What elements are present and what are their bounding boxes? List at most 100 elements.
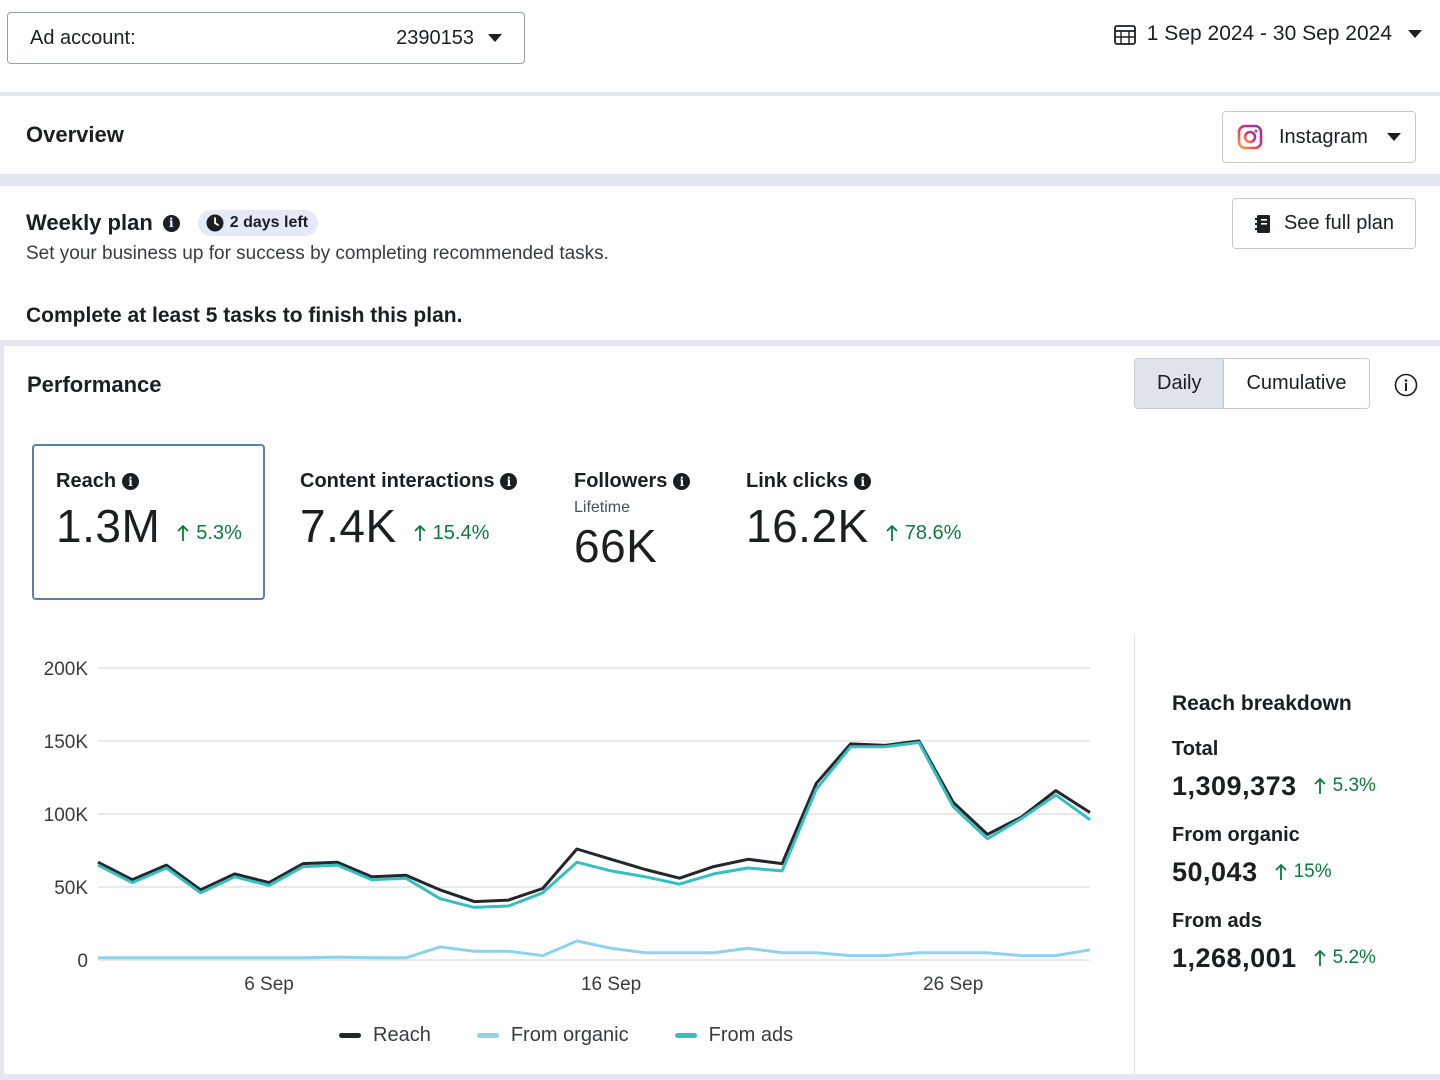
chart-x-ticks: 6 Sep 16 Sep 26 Sep	[244, 974, 983, 995]
metric-row: 1.3M 5.3%	[56, 499, 242, 553]
ad-account-label: Ad account:	[30, 26, 136, 49]
clicks-value: 16.2K	[746, 500, 869, 552]
overview-title: Overview	[26, 122, 124, 147]
clicks-delta: 78.6%	[885, 521, 962, 545]
platform-dropdown[interactable]: Instagram	[1222, 111, 1416, 163]
weekly-plan-header: Weekly plan i 2 days left	[26, 210, 319, 236]
toggle-cumulative[interactable]: Cumulative	[1224, 359, 1369, 408]
breakdown-ads-delta-value: 5.2%	[1332, 947, 1376, 968]
breakdown-organic-value: 50,043	[1172, 857, 1258, 887]
ad-account-dropdown[interactable]: Ad account: 2390153	[7, 12, 525, 64]
breakdown-ads-delta: 5.2%	[1313, 947, 1376, 969]
interactions-delta: 15.4%	[413, 521, 490, 545]
view-toggle: Daily Cumulative	[1134, 358, 1370, 409]
interactions-delta-value: 15.4%	[432, 521, 490, 544]
clicks-delta-value: 78.6%	[904, 521, 962, 544]
x-tick-label: 16 Sep	[581, 974, 641, 995]
reach-line-chart: 0 50K 100K 150K 200K 6 Sep 16 Sep 26 Sep	[44, 659, 1091, 995]
info-icon[interactable]: i	[122, 473, 140, 490]
see-full-plan-label: See full plan	[1283, 212, 1395, 234]
followers-label: Followers	[574, 470, 668, 492]
breakdown-total: Total 1,309,373 5.3%	[1172, 738, 1434, 802]
instagram-icon	[1237, 124, 1263, 150]
interactions-value: 7.4K	[300, 500, 397, 552]
x-tick-label: 6 Sep	[244, 974, 294, 995]
y-tick-label: 150K	[44, 732, 89, 753]
info-icon[interactable]: i	[854, 473, 872, 490]
metric-row: 16.2K 78.6%	[746, 499, 961, 553]
metric-card-reach[interactable]: Reach i 1.3M 5.3%	[32, 444, 265, 600]
breakdown-row: 50,043 15%	[1172, 857, 1434, 888]
breakdown-row: 1,309,373 5.3%	[1172, 771, 1434, 802]
legend-swatch-ads	[674, 1033, 697, 1038]
date-range-value: 1 Sep 2024 - 30 Sep 2024	[1146, 22, 1392, 45]
breakdown-total-value: 1,309,373	[1172, 771, 1297, 801]
series-reach-line[interactable]	[97, 739, 1091, 904]
y-tick-label: 100K	[44, 805, 89, 826]
performance-title: Performance	[27, 372, 162, 397]
clicks-label: Link clicks	[746, 470, 849, 492]
metric-card-content-interactions[interactable]: Content interactions i 7.4K 15.4%	[300, 444, 518, 600]
arrow-up-icon	[886, 524, 898, 541]
legend-swatch-organic	[476, 1033, 499, 1038]
reach-label: Reach	[56, 470, 117, 492]
see-full-plan-button[interactable]: See full plan	[1232, 198, 1416, 249]
breakdown-ads: From ads 1,268,001 5.2%	[1172, 910, 1434, 974]
clock-icon	[206, 214, 224, 232]
info-icon[interactable]: i	[500, 473, 518, 490]
caret-down-icon	[1387, 133, 1401, 141]
info-icon[interactable]: i	[162, 214, 180, 232]
breakdown-total-label: Total	[1172, 738, 1219, 760]
top-bar: Ad account: 2390153 1 Sep 2024 - 30 Sep …	[0, 0, 1440, 92]
info-outline-icon[interactable]	[1394, 373, 1418, 397]
x-tick-label: 26 Sep	[923, 974, 983, 995]
breakdown-ads-value: 1,268,001	[1172, 943, 1297, 973]
legend-label-organic: From organic	[510, 1024, 629, 1046]
info-icon[interactable]: i	[673, 473, 691, 490]
weekly-plan-section: Weekly plan i 2 days left Set your busin…	[0, 186, 1440, 340]
breakdown-total-delta: 5.3%	[1313, 775, 1376, 797]
legend-item-organic[interactable]: From organic	[476, 1024, 629, 1047]
chart-legend: Reach From organic From ads	[339, 1024, 793, 1047]
metric-label: Link clicks i	[746, 470, 961, 493]
series-ads-line[interactable]	[97, 741, 1091, 909]
arrow-up-icon	[177, 524, 189, 541]
legend-item-ads[interactable]: From ads	[674, 1024, 793, 1047]
breakdown-organic: From organic 50,043 15%	[1172, 824, 1434, 888]
calendar-icon	[1113, 25, 1136, 45]
metric-row: 7.4K 15.4%	[300, 499, 517, 553]
reach-value: 1.3M	[56, 500, 161, 552]
interactions-label: Content interactions	[300, 470, 495, 492]
weekly-plan-subtitle: Set your business up for success by comp…	[26, 243, 609, 264]
ad-account-value: 2390153	[396, 26, 474, 49]
caret-down-icon	[1408, 30, 1422, 38]
chart-series	[97, 739, 1091, 960]
metric-label: Followers i	[574, 470, 691, 493]
caret-down-icon	[488, 34, 502, 42]
arrow-up-icon	[1313, 949, 1326, 966]
date-range-picker[interactable]: 1 Sep 2024 - 30 Sep 2024	[1113, 22, 1422, 46]
arrow-up-icon	[1313, 777, 1326, 794]
y-tick-label: 0	[77, 951, 88, 972]
followers-sublabel: Lifetime	[574, 499, 631, 516]
metric-label: Reach i	[56, 470, 241, 493]
breakdown-total-delta-value: 5.3%	[1332, 775, 1376, 796]
y-tick-label: 200K	[44, 659, 89, 680]
arrow-up-icon	[414, 524, 426, 541]
legend-item-reach[interactable]: Reach	[339, 1024, 431, 1047]
platform-value: Instagram	[1279, 125, 1368, 148]
metric-row: 66K	[574, 519, 690, 573]
metric-card-followers[interactable]: Followers i Lifetime 66K	[574, 444, 691, 600]
metric-card-link-clicks[interactable]: Link clicks i 16.2K 78.6%	[746, 444, 961, 600]
metric-label: Content interactions i	[300, 470, 518, 493]
reach-breakdown-panel: Reach breakdown Total 1,309,373 5.3% Fro…	[1134, 634, 1434, 1074]
performance-section: Performance Daily Cumulative Reach i 1.3…	[4, 346, 1440, 1074]
y-tick-label: 50K	[54, 878, 88, 899]
chart-grid: 0 50K 100K 150K 200K	[44, 659, 1090, 972]
toggle-daily[interactable]: Daily	[1135, 359, 1225, 408]
breakdown-row: 1,268,001 5.2%	[1172, 943, 1434, 974]
reach-breakdown-title: Reach breakdown	[1172, 692, 1352, 715]
series-organic-line[interactable]	[98, 939, 1091, 960]
reach-delta: 5.3%	[176, 522, 242, 545]
breakdown-organic-delta-value: 15%	[1293, 861, 1332, 882]
